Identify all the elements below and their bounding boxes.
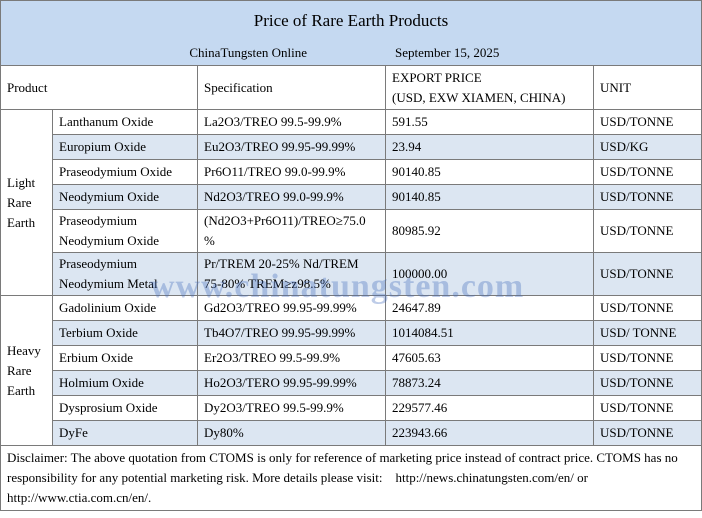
specification-cell: Nd2O3/TREO 99.0-99.9% [197, 184, 386, 210]
col-header-line: EXPORT PRICE [392, 69, 482, 85]
product-cell: Erbium Oxide [52, 345, 198, 371]
col-header: UNIT [593, 65, 702, 110]
product-cell: Dysprosium Oxide [52, 395, 198, 421]
table-row: Heavy Rare Earth Gadolinium Oxide Gd2O3/TR… [0, 295, 702, 446]
subtitle-row: ChinaTungsten Online September 15, 2025 [0, 41, 702, 66]
price-cell: 90140.85 [385, 184, 594, 210]
col-header: EXPORT PRICE (USD, EXW XIAMEN, CHINA) [385, 65, 594, 110]
table-row: Praseodymium Neodymium Oxide (Nd2O3+Pr6O1… [1, 209, 702, 253]
table-row: Europium Oxide Eu2O3/TREO 99.95-99.99% 23.… [1, 134, 702, 160]
unit-cell: USD/TONNE [593, 395, 702, 421]
unit-cell: USD/TONNE [593, 295, 702, 321]
product-cell: Neodymium Oxide [52, 184, 198, 210]
unit-cell: USD/TONNE [593, 184, 702, 210]
price-cell: 78873.24 [385, 370, 594, 396]
specification-cell: Ho2O3/TERO 99.95-99.99% [197, 370, 386, 396]
col-header: Product [0, 65, 198, 110]
product-cell: Praseodymium Oxide [52, 159, 198, 185]
specification-cell: Dy80% [197, 420, 386, 446]
price-cell: 229577.46 [385, 395, 594, 421]
product-cell: Lanthanum Oxide [52, 109, 198, 135]
unit-cell: USD/TONNE [593, 420, 702, 446]
table-row: DyFe Dy80% 223943.66 USD/TONNE [1, 420, 702, 446]
product-cell: Praseodymium Neodymium Oxide [52, 209, 198, 253]
price-cell: 1014084.51 [385, 320, 594, 346]
table-row: Praseodymium Neodymium Metal Pr/TREM 20-2… [1, 252, 702, 296]
group-label: Light Rare Earth [0, 109, 53, 296]
date: September 15, 2025 [395, 45, 500, 60]
price-cell: 591.55 [385, 109, 594, 135]
col-header: Specification [197, 65, 386, 110]
source: ChinaTungsten Online [189, 45, 307, 60]
product-cell: Gadolinium Oxide [52, 295, 198, 321]
specification-cell: Eu2O3/TREO 99.95-99.99% [197, 134, 386, 160]
specification-cell: Dy2O3/TREO 99.5-99.9% [197, 395, 386, 421]
table-row: Dysprosium Oxide Dy2O3/TREO 99.5-99.9% 229… [1, 395, 702, 421]
price-cell: 47605.63 [385, 345, 594, 371]
table-row: Erbium Oxide Er2O3/TREO 99.5-99.9% 47605.6… [1, 345, 702, 371]
title: Price of Rare Earth Products [0, 0, 702, 41]
table-row: Praseodymium Oxide Pr6O11/TREO 99.0-99.9%… [1, 159, 702, 185]
price-cell: 223943.66 [385, 420, 594, 446]
specification-cell: La2O3/TREO 99.5-99.9% [197, 109, 386, 135]
unit-cell: USD/TONNE [593, 209, 702, 253]
specification-cell: Pr6O11/TREO 99.0-99.9% [197, 159, 386, 185]
specification-cell: Tb4O7/TREO 99.95-99.99% [197, 320, 386, 346]
product-cell: Terbium Oxide [52, 320, 198, 346]
product-cell: Holmium Oxide [52, 370, 198, 396]
price-cell: 100000.00 [385, 252, 594, 296]
product-cell: DyFe [52, 420, 198, 446]
col-header-line: (USD, EXW XIAMEN, CHINA) [392, 89, 566, 105]
unit-cell: USD/KG [593, 134, 702, 160]
price-cell: 90140.85 [385, 159, 594, 185]
unit-cell: USD/TONNE [593, 370, 702, 396]
specification-cell: (Nd2O3+Pr6O11)/TREO≥75.0 % [197, 209, 386, 253]
group-label: Heavy Rare Earth [0, 295, 53, 446]
price-cell: 80985.92 [385, 209, 594, 253]
specification-cell: Pr/TREM 20-25% Nd/TREM 75-80% TREM≥z98.5… [197, 252, 386, 296]
unit-cell: USD/TONNE [593, 345, 702, 371]
unit-cell: USD/TONNE [593, 252, 702, 296]
product-cell: Europium Oxide [52, 134, 198, 160]
unit-cell: USD/ TONNE [593, 320, 702, 346]
price-cell: 24647.89 [385, 295, 594, 321]
price-cell: 23.94 [385, 134, 594, 160]
table-row: Neodymium Oxide Nd2O3/TREO 99.0-99.9% 9014… [1, 184, 702, 210]
unit-cell: USD/TONNE [593, 159, 702, 185]
table-row: Terbium Oxide Tb4O7/TREO 99.95-99.99% 1014… [1, 320, 702, 346]
product-cell: Praseodymium Neodymium Metal [52, 252, 198, 296]
specification-cell: Gd2O3/TREO 99.95-99.99% [197, 295, 386, 321]
unit-cell: USD/TONNE [593, 109, 702, 135]
disclaimer: Disclaimer: The above quotation from CTO… [0, 445, 702, 511]
table-row: Holmium Oxide Ho2O3/TERO 99.95-99.99% 7887… [1, 370, 702, 396]
disclaimer-row: Disclaimer: The above quotation from CTO… [0, 445, 702, 511]
table-row: Light Rare Earth Lanthanum Oxide La2O3/TRE… [0, 109, 702, 296]
specification-cell: Er2O3/TREO 99.5-99.9% [197, 345, 386, 371]
